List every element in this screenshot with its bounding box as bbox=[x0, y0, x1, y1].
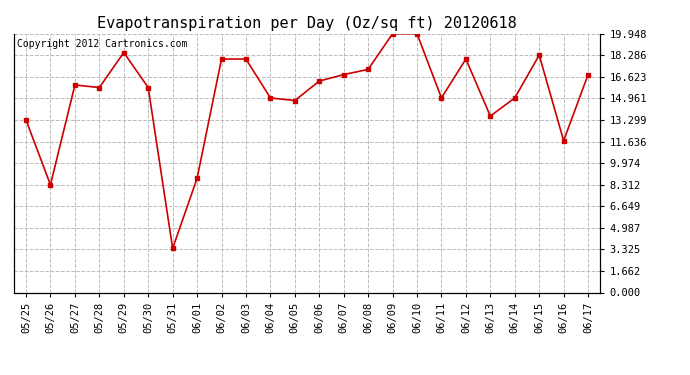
Text: Copyright 2012 Cartronics.com: Copyright 2012 Cartronics.com bbox=[17, 39, 187, 49]
Title: Evapotranspiration per Day (Oz/sq ft) 20120618: Evapotranspiration per Day (Oz/sq ft) 20… bbox=[97, 16, 517, 31]
